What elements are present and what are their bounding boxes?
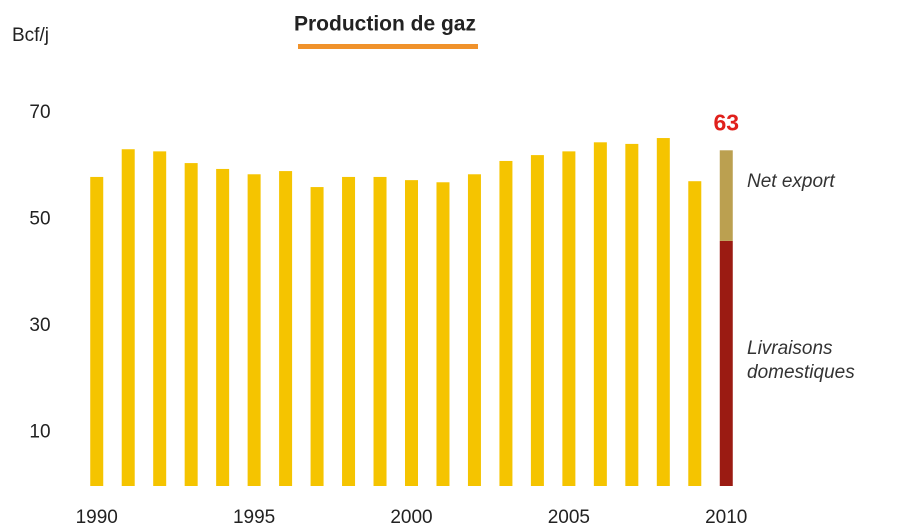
x-tick-label: 2000 [390,507,432,528]
bar [216,168,230,486]
x-tick-label: 2010 [705,507,747,528]
bar [184,163,198,487]
x-tick-label: 2005 [548,507,590,528]
bar [467,174,481,486]
bar [436,182,450,486]
x-tick-label: 1995 [233,507,275,528]
bar [90,176,104,486]
bar [373,176,387,486]
x-tick-label: 1990 [76,507,118,528]
y-tick-label: 10 [29,422,50,443]
y-tick-label: 50 [29,209,50,230]
bar [530,155,544,487]
bar [688,181,702,486]
annotation: 63 [713,109,739,135]
legend-entry: Livraisons domestiques [747,338,855,384]
bar [499,160,513,486]
bar [310,187,324,486]
bar [593,142,607,487]
chart-title: Production de gaz [294,13,476,36]
legend-entry: Net export [747,170,835,192]
bar [625,143,639,487]
bar [562,151,576,486]
y-tick-label: 70 [29,102,50,123]
bar [121,149,135,486]
bar [342,176,356,486]
y-axis-label: Bcf/j [12,25,49,46]
bar [719,240,733,486]
bar [405,180,418,486]
bar [247,174,261,486]
bar [656,138,670,486]
bar [719,150,733,241]
bar [279,171,293,486]
y-tick-label: 30 [29,315,50,336]
title-underline [298,44,478,49]
bar [153,151,167,486]
